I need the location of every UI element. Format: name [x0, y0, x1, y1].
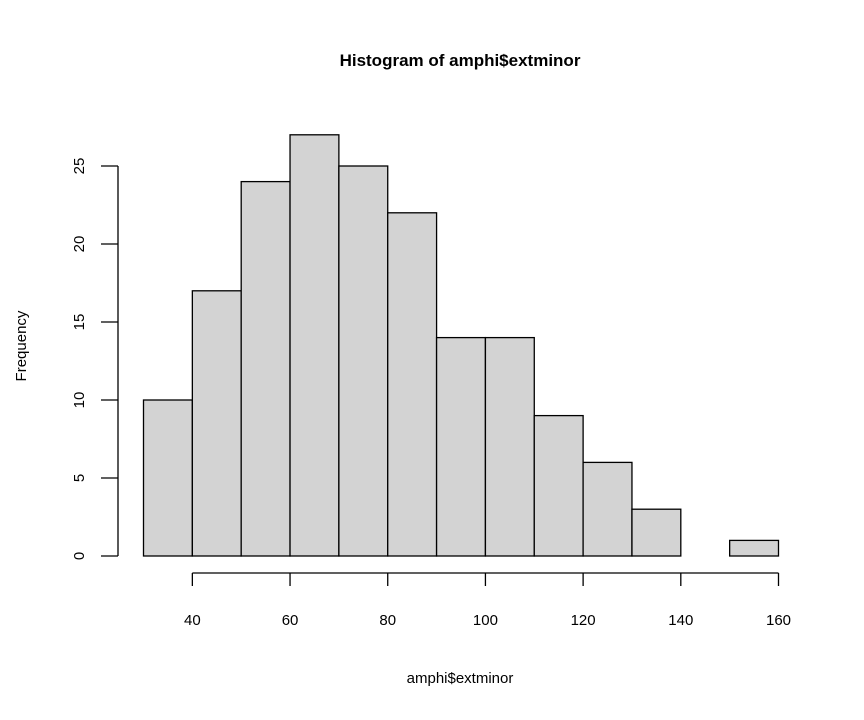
histogram-bar [338, 165, 389, 557]
x-axis-label: amphi$extminor [407, 670, 514, 687]
x-tick-label: 160 [766, 612, 791, 629]
histogram-bar [387, 212, 438, 557]
histogram-bar [142, 399, 193, 557]
x-tick-label: 140 [668, 612, 693, 629]
x-axis: 40 60 80 100 120 140 160 [184, 572, 791, 629]
x-tick-label: 60 [282, 612, 299, 629]
histogram-bar [289, 134, 340, 557]
y-axis-label: Frequency [13, 310, 30, 381]
y-axis: 0 5 10 15 20 25 [71, 158, 119, 560]
x-tick-label: 100 [473, 612, 498, 629]
histogram-bar [729, 539, 780, 557]
y-tick-label: 15 [71, 314, 88, 331]
x-tick-label: 40 [184, 612, 201, 629]
histogram-bar [631, 508, 682, 557]
y-tick-label: 0 [71, 552, 88, 560]
y-tick-label: 5 [71, 474, 88, 482]
y-tick-label: 20 [71, 236, 88, 253]
y-tick-label: 25 [71, 158, 88, 175]
y-tick-label: 10 [71, 392, 88, 409]
histogram-bar [240, 180, 291, 557]
chart-title: Histogram of amphi$extminor [340, 51, 581, 70]
histogram-bar [191, 290, 242, 557]
histogram-bar [484, 336, 535, 557]
bars-group [142, 134, 780, 557]
histogram-bar [533, 414, 584, 557]
x-tick-label: 80 [379, 612, 396, 629]
histogram-bar [435, 336, 487, 557]
histogram-bar [582, 461, 633, 557]
x-tick-label: 120 [571, 612, 596, 629]
